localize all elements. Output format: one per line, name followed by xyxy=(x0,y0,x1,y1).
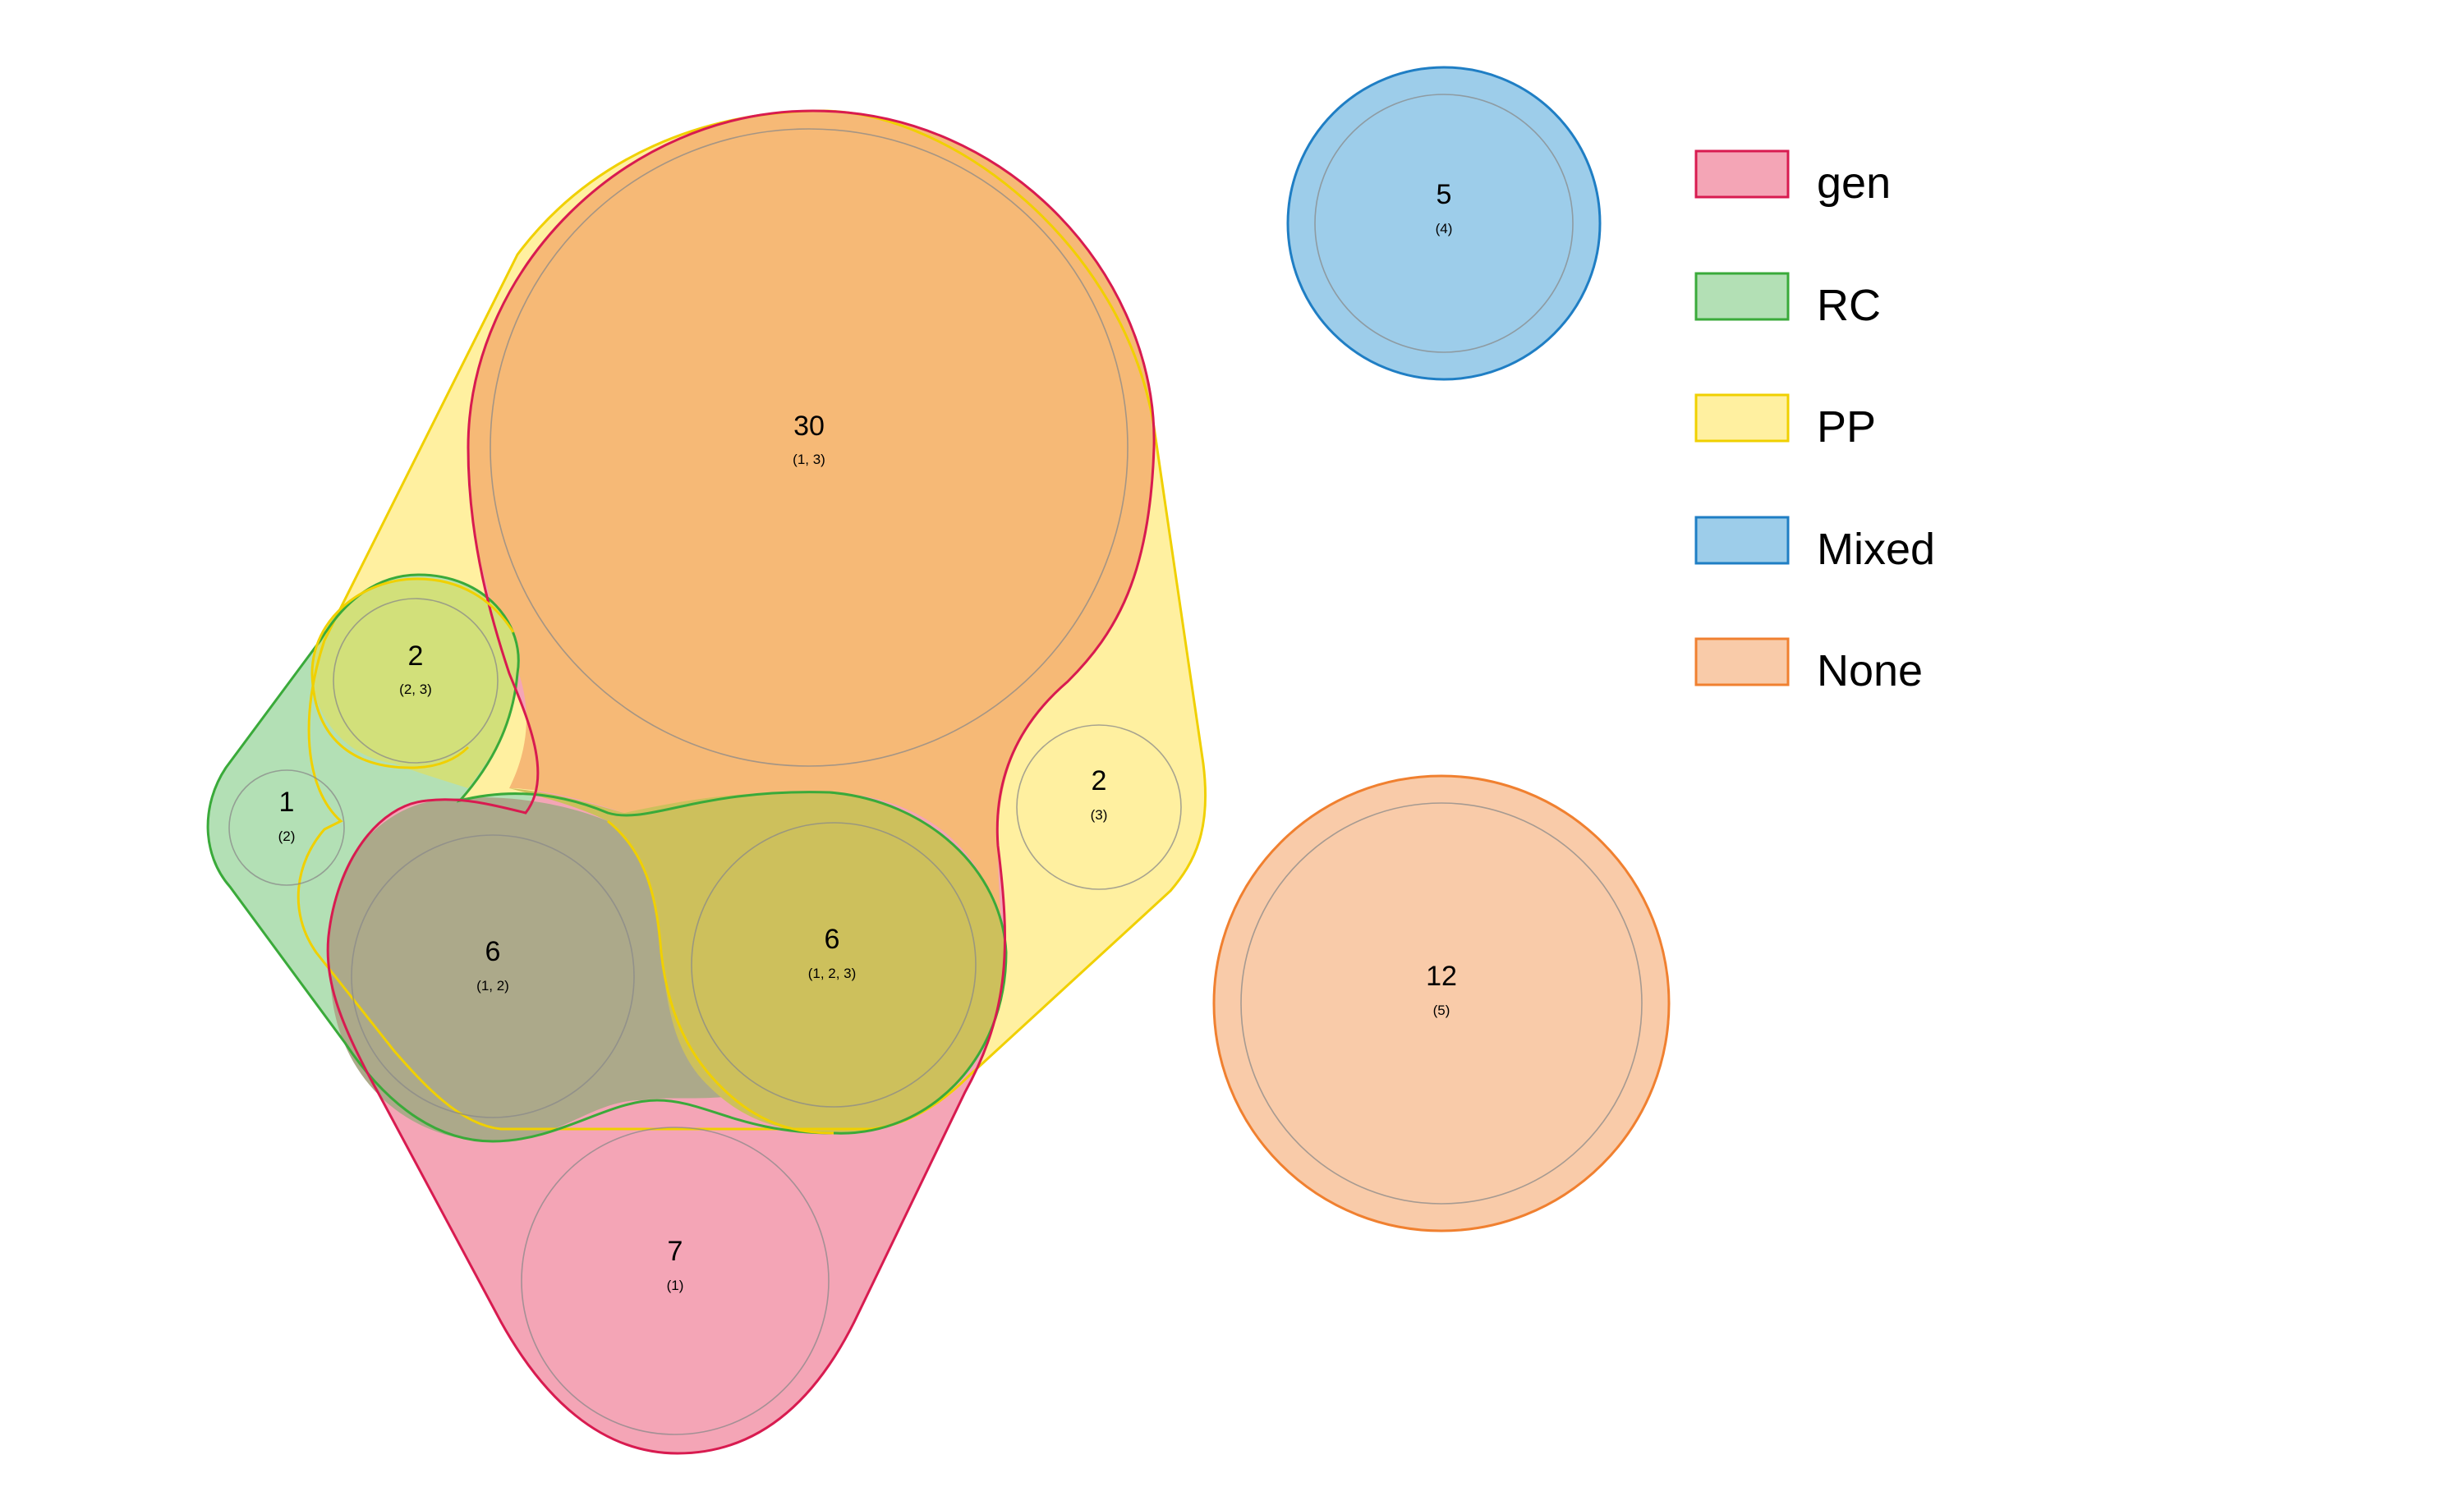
legend-label-rc: RC xyxy=(1817,281,1881,330)
region-sets-pp-only: (3) xyxy=(1091,807,1108,823)
overlap-rc-pp xyxy=(312,577,520,788)
region-circles xyxy=(228,94,1643,1435)
region-circle-none-only xyxy=(1240,802,1643,1205)
region-count-gen-rc-pp: 6 xyxy=(825,924,840,955)
region-circle-gen-rc xyxy=(351,834,635,1118)
region-count-gen-rc: 6 xyxy=(485,936,501,967)
legend-swatch-none xyxy=(1694,637,1790,686)
legend-label-gen: gen xyxy=(1817,158,1891,208)
region-sets-gen-rc: (1, 2) xyxy=(476,978,509,994)
region-count-rc-only: 1 xyxy=(279,787,295,818)
region-count-mixed-only: 5 xyxy=(1437,179,1452,210)
region-sets-gen-pp: (1, 3) xyxy=(793,452,825,467)
pp-inner-edge-3 xyxy=(607,819,834,1135)
region-circle-gen-rc-pp xyxy=(691,822,977,1108)
region-count-none-only: 12 xyxy=(1426,961,1457,992)
set-none-shape xyxy=(1212,774,1671,1232)
legend-swatch-mixed xyxy=(1694,516,1790,565)
legend-label-none: None xyxy=(1817,646,1923,695)
overlap-gen-rc-pp xyxy=(509,788,1006,1134)
region-labels: 30 (1, 3) 2 (2, 3) 1 (2) 2 (3) 6 (1, 2) … xyxy=(278,179,1457,1293)
set-gen-outline xyxy=(326,109,1156,1455)
overlap-gen-pp xyxy=(468,111,1155,952)
region-circle-pp-only xyxy=(1016,724,1182,890)
legend-swatch-pp xyxy=(1694,393,1790,443)
legend: gen RC PP Mixed None xyxy=(1694,149,1935,695)
region-count-gen-only: 7 xyxy=(668,1236,683,1267)
legend-swatch-gen xyxy=(1694,149,1790,199)
region-circle-mixed-only xyxy=(1314,94,1574,353)
set-mixed-shape xyxy=(1286,66,1602,381)
region-sets-none-only: (5) xyxy=(1433,1003,1450,1018)
region-sets-gen-rc-pp: (1, 2, 3) xyxy=(808,966,857,981)
region-count-gen-pp: 30 xyxy=(793,411,825,442)
region-sets-gen-only: (1) xyxy=(667,1278,684,1293)
region-circle-gen-only xyxy=(521,1127,830,1435)
legend-label-mixed: Mixed xyxy=(1817,525,1935,574)
pp-inner-edge-2 xyxy=(310,672,470,769)
region-circle-rc-only xyxy=(228,769,345,886)
set-pp-outline xyxy=(297,109,1207,1131)
region-circle-gen-pp xyxy=(490,128,1129,767)
region-circle-rc-pp xyxy=(333,598,499,764)
region-sets-rc-pp: (2, 3) xyxy=(399,682,432,697)
legend-swatch-rc xyxy=(1694,272,1790,321)
region-count-rc-pp: 2 xyxy=(408,640,424,672)
region-sets-rc-only: (2) xyxy=(278,828,296,844)
overlap-gen-rc xyxy=(329,797,731,1141)
legend-label-pp: PP xyxy=(1817,402,1876,452)
region-count-pp-only: 2 xyxy=(1092,765,1107,796)
region-sets-mixed-only: (4) xyxy=(1436,221,1453,236)
pp-inner-edge-1 xyxy=(310,577,515,674)
